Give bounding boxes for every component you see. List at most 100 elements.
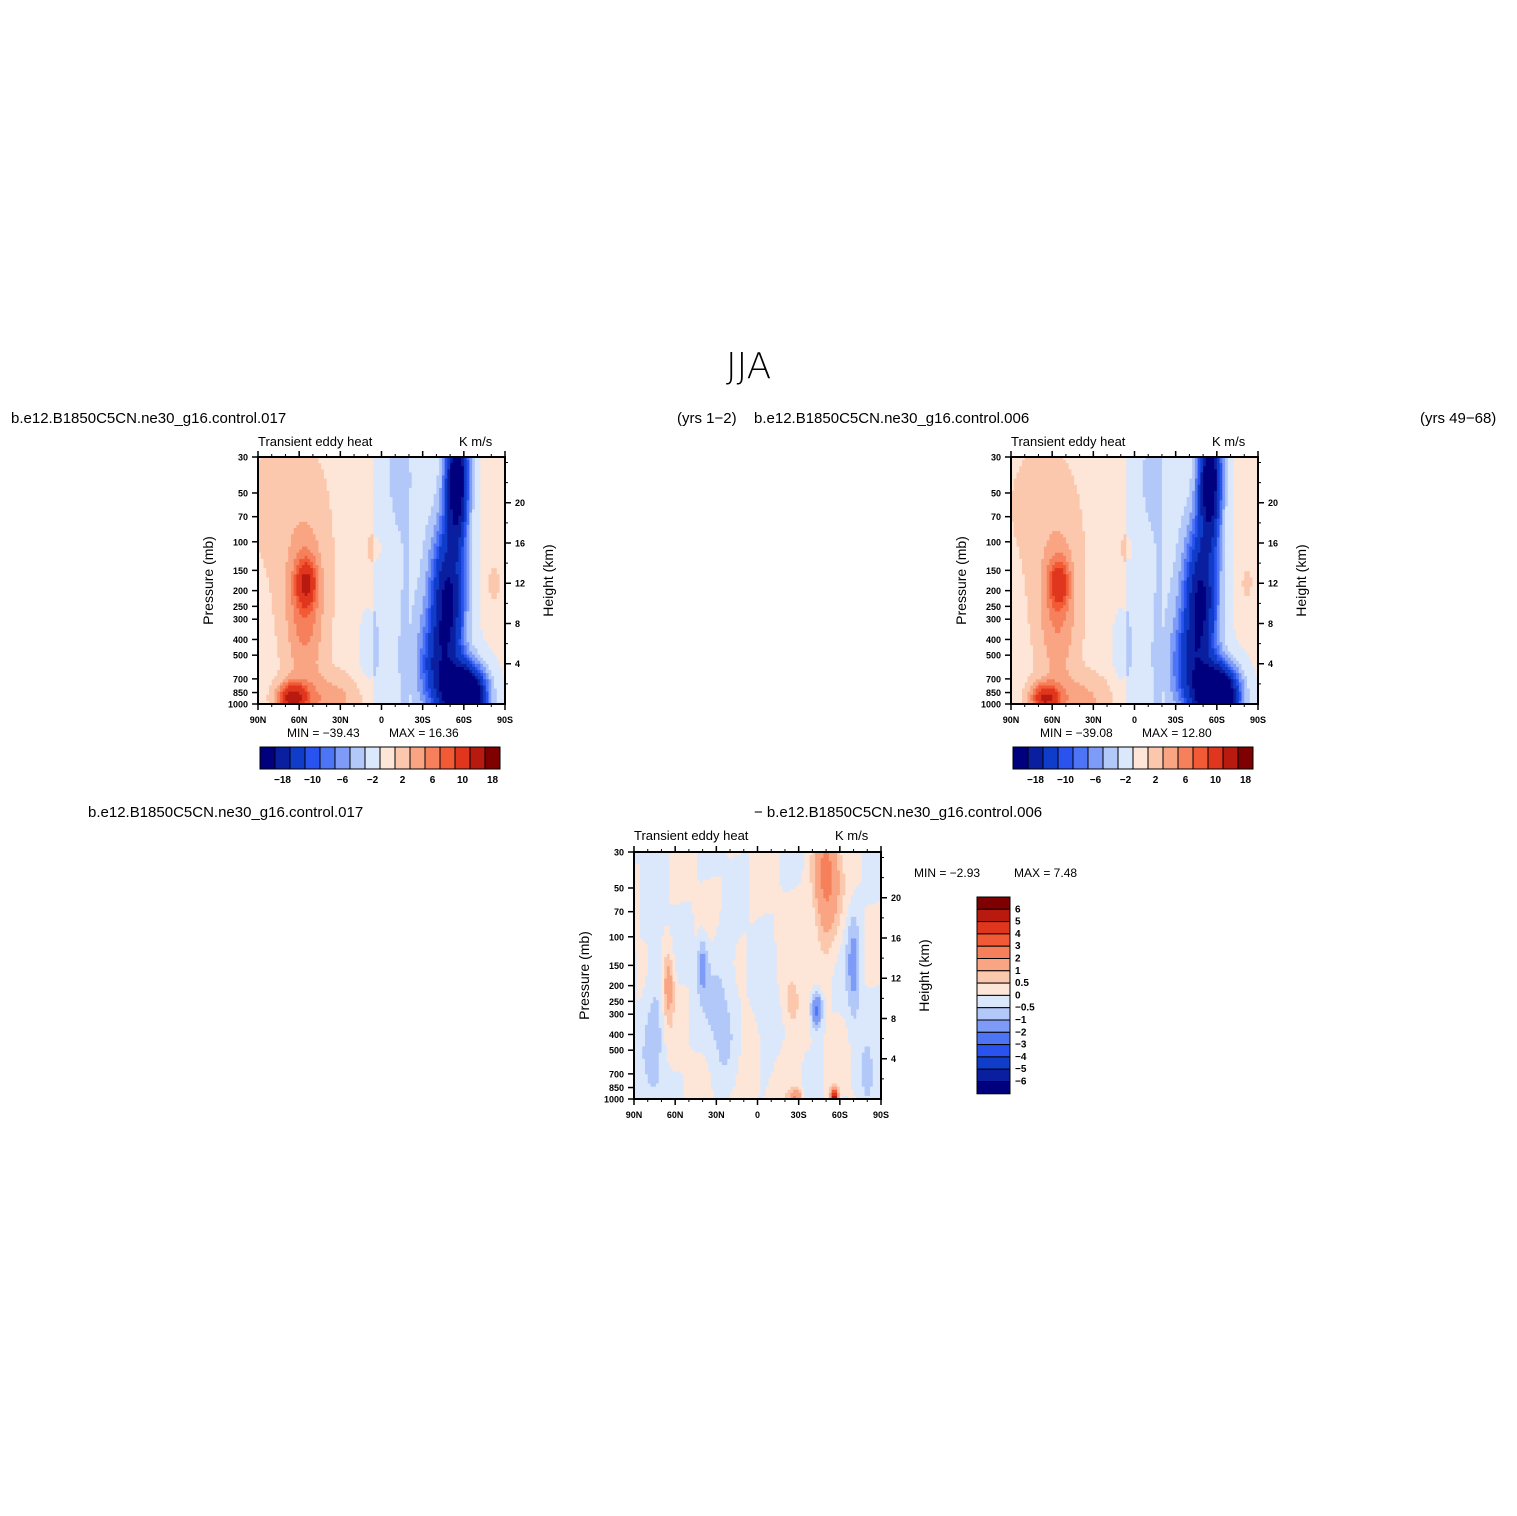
contour-cell [1178, 574, 1185, 579]
colorbar-box [1012, 746, 1029, 770]
contour-cell [639, 904, 693, 909]
contour-cell [705, 947, 737, 952]
contour-cell [1200, 512, 1207, 517]
contour-cell [741, 852, 750, 856]
contour-cell [1153, 537, 1163, 541]
contour-cell [1024, 580, 1042, 585]
contour-cell [488, 583, 501, 588]
contour-cell [274, 629, 289, 634]
contour-cell [705, 972, 712, 977]
contour-cell [1156, 577, 1163, 582]
contour-cell [741, 1000, 750, 1004]
contour-cell [1244, 673, 1256, 677]
contour-cell [469, 558, 473, 563]
contour-cell [408, 500, 435, 504]
contour-cell [461, 614, 465, 619]
contour-cell [469, 574, 473, 579]
contour-cell [293, 605, 298, 609]
contour-cell [274, 623, 289, 628]
contour-cell [1011, 469, 1020, 474]
contour-cell [1192, 472, 1196, 477]
contour-cell [392, 506, 410, 511]
contour-cell [1041, 571, 1048, 575]
contour-cell [1030, 685, 1037, 690]
colorbar-box [1057, 746, 1074, 770]
contour-cell [447, 654, 457, 659]
contour-cell [859, 926, 866, 930]
contour-cell [463, 534, 468, 538]
contour-cell [417, 645, 424, 650]
contour-cell [458, 558, 462, 563]
contour-cell [864, 907, 882, 912]
contour-cell [1225, 518, 1234, 523]
contour-cell [334, 549, 369, 554]
contour-cell [1074, 620, 1086, 625]
contour-cell [1197, 457, 1201, 461]
contour-cell [1222, 648, 1229, 653]
contour-cell [639, 932, 665, 936]
contour-cell [735, 972, 748, 977]
contour-cell [1192, 555, 1199, 560]
contour-cell [647, 944, 663, 949]
contour-cell [1085, 626, 1114, 631]
contour-cell [1189, 512, 1196, 517]
contour-cell [480, 475, 506, 480]
contour-cell [741, 997, 750, 1001]
contour-cell [746, 935, 775, 940]
contour-cell [634, 1018, 649, 1023]
contour-cell [1131, 642, 1152, 646]
contour-cell [439, 571, 457, 575]
contour-cell [463, 472, 468, 477]
contour-cell [400, 632, 418, 637]
contour-cell [472, 611, 481, 616]
contour-cell [370, 608, 374, 612]
contour-cell [277, 673, 289, 677]
contour-cell [312, 629, 322, 634]
contour-cell [466, 528, 470, 532]
contour-cell [1032, 670, 1051, 674]
x-tick-label: 90N [250, 715, 267, 725]
contour-cell [856, 960, 860, 964]
contour-cell [1189, 515, 1196, 520]
contour-cell [321, 626, 333, 631]
contour-cell [1222, 518, 1226, 523]
contour-cell [749, 876, 781, 881]
contour-cell [795, 987, 813, 992]
contour-cell [1214, 626, 1218, 631]
contour-cell [1126, 506, 1147, 511]
contour-cell [433, 626, 440, 631]
contour-cell [1085, 565, 1127, 569]
contour-cell [721, 879, 750, 884]
contour-cell [1126, 688, 1155, 693]
contour-cell [1183, 691, 1190, 696]
contour-cell [1238, 660, 1254, 665]
contour-cell [1214, 580, 1218, 585]
contour-cell [1244, 589, 1251, 594]
contour-cell [634, 904, 641, 909]
contour-cell [710, 966, 737, 970]
contour-cell [828, 898, 838, 902]
contour-cell [419, 617, 427, 622]
contour-cell [1205, 599, 1212, 603]
contour-cell [864, 981, 882, 986]
contour-cell [422, 688, 427, 693]
contour-cell [837, 855, 844, 859]
contour-cell [258, 469, 325, 474]
contour-cell [1214, 552, 1218, 557]
contour-cell [804, 864, 811, 869]
contour-cell [1175, 605, 1182, 609]
contour-cell [408, 457, 440, 461]
contour-cell [809, 1000, 813, 1004]
contour-cell [452, 586, 459, 591]
contour-cell [666, 953, 671, 958]
contour-cell [425, 666, 432, 671]
contour-cell [1156, 586, 1163, 591]
contour-cell [419, 660, 424, 665]
contour-cell [1233, 679, 1237, 683]
contour-cell [1219, 515, 1223, 520]
contour-cell [485, 700, 490, 705]
contour-cell [1011, 685, 1026, 690]
contour-cell [856, 923, 866, 927]
contour-cell [392, 509, 410, 514]
contour-cell [1109, 688, 1127, 693]
